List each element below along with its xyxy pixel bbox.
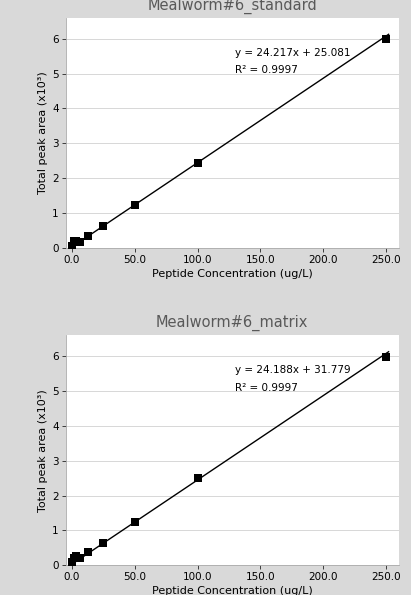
Point — [76, 237, 83, 246]
Point — [73, 236, 79, 245]
Y-axis label: Total peak area (x10³): Total peak area (x10³) — [38, 389, 48, 512]
Point — [100, 538, 107, 548]
X-axis label: Peptide Concentration (ug/L): Peptide Concentration (ug/L) — [152, 586, 313, 595]
Point — [84, 231, 91, 241]
Point — [73, 552, 79, 561]
Point — [132, 517, 138, 527]
Text: y = 24.188x + 31.779: y = 24.188x + 31.779 — [236, 365, 351, 375]
Title: Mealworm#6_standard: Mealworm#6_standard — [147, 0, 317, 14]
Point — [69, 241, 75, 250]
Point — [71, 553, 77, 562]
Point — [100, 221, 107, 231]
Point — [383, 35, 389, 44]
Point — [76, 553, 83, 563]
Text: y = 24.217x + 25.081: y = 24.217x + 25.081 — [236, 48, 351, 58]
Y-axis label: Total peak area (x10³): Total peak area (x10³) — [38, 71, 48, 194]
Point — [194, 158, 201, 167]
Text: R² = 0.9997: R² = 0.9997 — [236, 383, 298, 393]
Point — [194, 474, 201, 483]
Point — [84, 547, 91, 557]
Point — [132, 200, 138, 209]
Point — [69, 558, 75, 567]
Text: R² = 0.9997: R² = 0.9997 — [236, 65, 298, 75]
Point — [71, 237, 77, 246]
Title: Mealworm#6_matrix: Mealworm#6_matrix — [156, 315, 308, 331]
X-axis label: Peptide Concentration (ug/L): Peptide Concentration (ug/L) — [152, 269, 313, 279]
Point — [383, 352, 389, 362]
